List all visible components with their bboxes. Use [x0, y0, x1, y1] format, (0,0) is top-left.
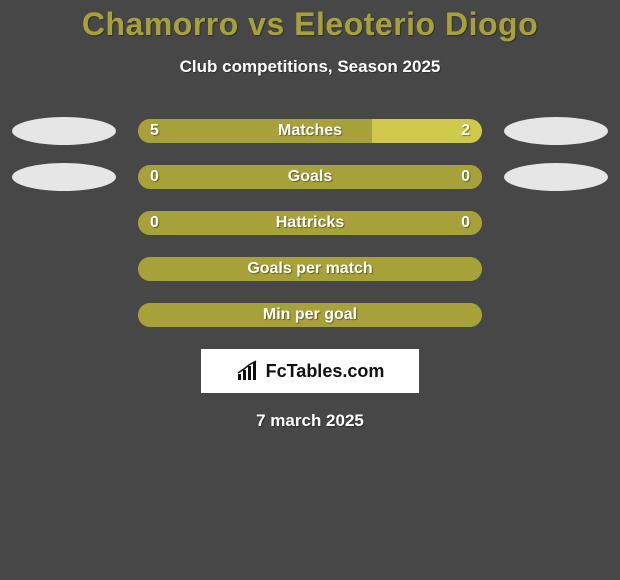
chart-icon: [236, 360, 262, 382]
stat-row: 00Hattricks: [0, 211, 620, 235]
spacer: [504, 209, 608, 237]
player-marker-right: [504, 117, 608, 145]
stat-bar: 00Hattricks: [138, 211, 482, 235]
spacer: [504, 255, 608, 283]
stat-row: Goals per match: [0, 257, 620, 281]
stat-label: Matches: [138, 119, 482, 143]
spacer: [12, 301, 116, 329]
stat-bar: 52Matches: [138, 119, 482, 143]
spacer: [12, 255, 116, 283]
date-text: 7 march 2025: [0, 411, 620, 431]
spacer: [12, 209, 116, 237]
stat-bar: Min per goal: [138, 303, 482, 327]
brand-box[interactable]: FcTables.com: [201, 349, 419, 393]
player-marker-left: [12, 163, 116, 191]
stat-label: Min per goal: [138, 303, 482, 327]
stat-rows: 52Matches 00Goals 00Hattricks Goals per mat…: [0, 119, 620, 327]
stat-label: Goals: [138, 165, 482, 189]
page-title: Chamorro vs Eleoterio Diogo: [0, 0, 620, 43]
stat-bar: 00Goals: [138, 165, 482, 189]
stat-row: 52Matches: [0, 119, 620, 143]
subtitle: Club competitions, Season 2025: [0, 57, 620, 77]
stat-row: 00Goals: [0, 165, 620, 189]
stat-label: Hattricks: [138, 211, 482, 235]
stat-bar: Goals per match: [138, 257, 482, 281]
stat-label: Goals per match: [138, 257, 482, 281]
player-marker-right: [504, 163, 608, 191]
stats-card: Chamorro vs Eleoterio Diogo Club competi…: [0, 0, 620, 580]
stat-row: Min per goal: [0, 303, 620, 327]
spacer: [504, 301, 608, 329]
brand-text: FcTables.com: [266, 361, 385, 382]
player-marker-left: [12, 117, 116, 145]
